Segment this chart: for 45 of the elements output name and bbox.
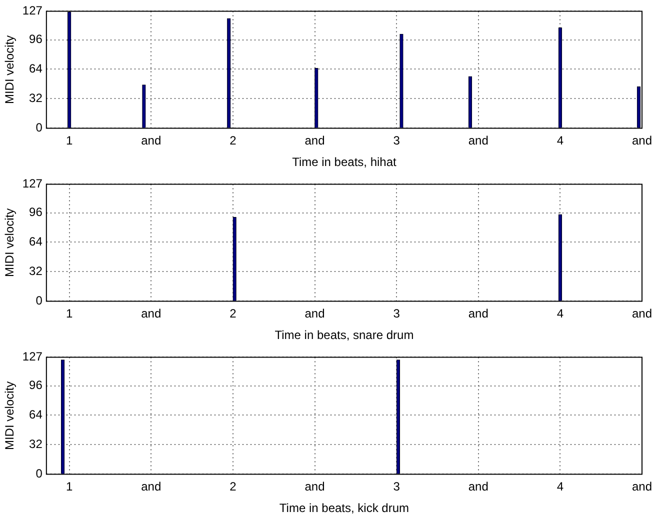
x-tick-label: and — [304, 480, 325, 494]
x-tick-label: 1 — [66, 134, 73, 148]
x-tick-label: 4 — [556, 134, 564, 148]
x-tick-label: and — [468, 480, 488, 494]
x-axis-title: Time in beats, snare drum — [274, 328, 414, 342]
x-tick-label: and — [468, 134, 488, 148]
y-tick-label: 127 — [22, 350, 43, 364]
x-tick-label: and — [632, 480, 652, 494]
y-axis-title: MIDI velocity — [2, 35, 17, 104]
y-tick-label: 127 — [22, 4, 43, 18]
x-tick-label: 2 — [230, 306, 237, 321]
y-tick-label: 0 — [36, 294, 43, 308]
y-tick-label: 64 — [29, 234, 43, 249]
y-tick-label: 96 — [29, 205, 43, 220]
x-tick-label: 2 — [230, 134, 237, 148]
x-tick-label: 4 — [556, 480, 564, 494]
x-tick-label: and — [141, 134, 162, 148]
x-tick-label: 4 — [556, 306, 564, 321]
x-tick-label: and — [141, 480, 162, 494]
y-tick-label: 32 — [29, 264, 43, 278]
x-tick-label: 1 — [66, 306, 73, 321]
y-tick-label: 96 — [29, 378, 43, 392]
x-tick-label: and — [632, 306, 652, 321]
y-tick-label: 64 — [29, 62, 43, 76]
x-tick-label: and — [632, 134, 652, 148]
y-axis-title: MIDI velocity — [2, 381, 17, 450]
x-tick-label: 3 — [393, 480, 400, 494]
x-tick-label: 3 — [393, 306, 400, 321]
x-tick-label: and — [468, 306, 488, 321]
y-tick-label: 64 — [29, 408, 43, 422]
x-axis-title: Time in beats, kick drum — [279, 501, 410, 516]
x-tick-label: and — [304, 306, 325, 321]
x-tick-label: 1 — [66, 480, 73, 494]
y-tick-label: 127 — [22, 176, 43, 191]
y-axis-title: MIDI velocity — [2, 208, 17, 278]
x-tick-label: and — [304, 134, 325, 148]
x-tick-label: 2 — [230, 480, 237, 494]
x-tick-label: 3 — [393, 134, 400, 148]
y-tick-label: 32 — [29, 437, 43, 452]
x-axis-title: Time in beats, hihat — [292, 155, 398, 170]
y-tick-label: 0 — [36, 466, 43, 481]
y-tick-label: 0 — [36, 120, 43, 135]
y-tick-label: 96 — [29, 32, 43, 46]
y-tick-label: 32 — [29, 91, 43, 106]
x-tick-label: and — [141, 306, 162, 321]
